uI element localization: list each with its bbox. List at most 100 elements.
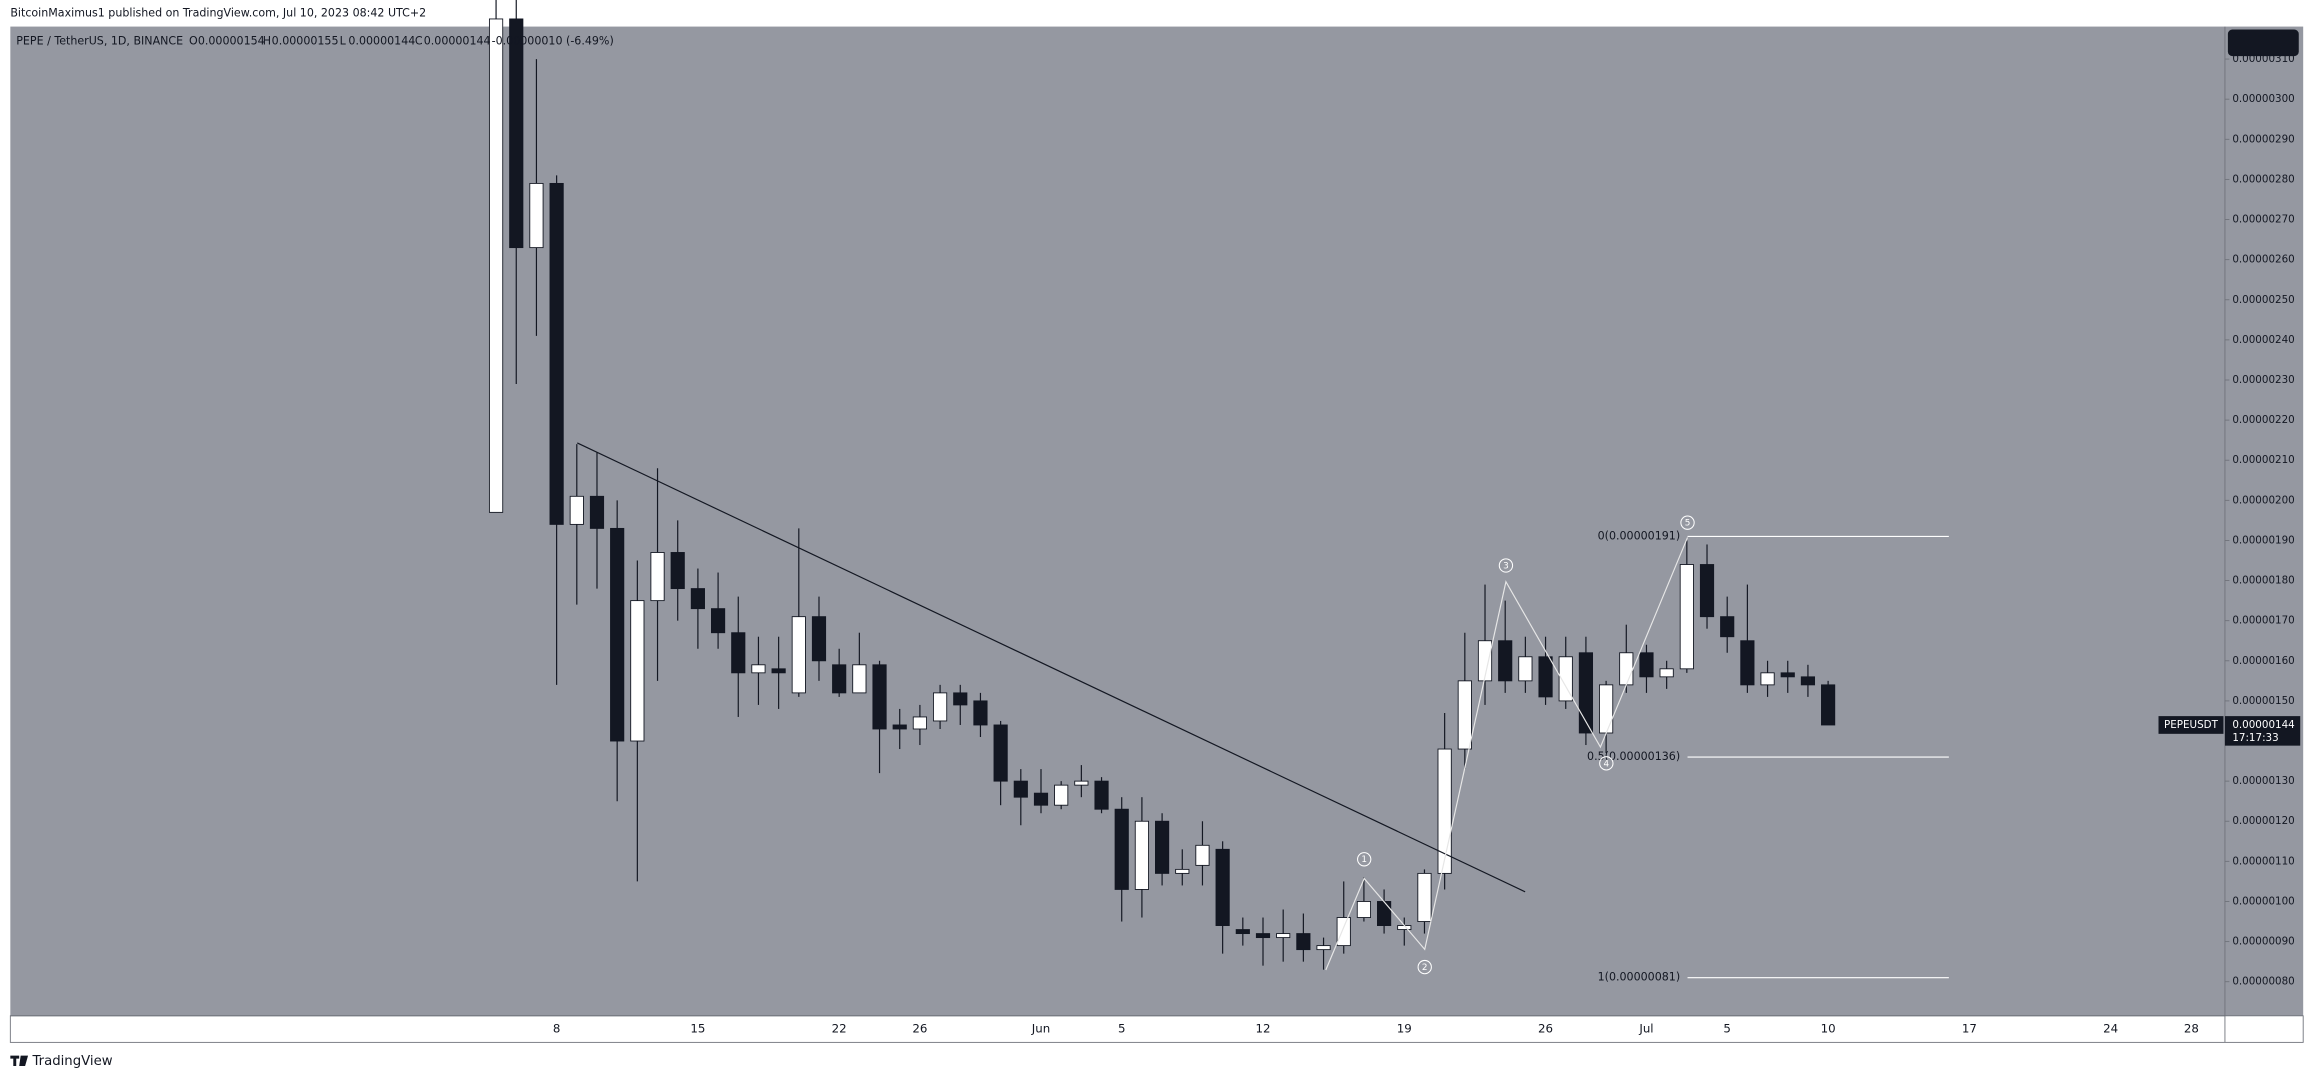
candle-body (529, 182, 544, 249)
candle-body (1094, 780, 1109, 810)
candle-body (1074, 780, 1089, 786)
wave-circle (1357, 852, 1372, 867)
candle-body (1518, 656, 1533, 682)
trend-line (577, 442, 1526, 893)
legend-key: L (340, 34, 347, 47)
candle-body (1276, 933, 1291, 939)
fib-label: 0.5(0.00000136) (1587, 750, 1680, 763)
countdown: 17:17:33 (2232, 732, 2278, 744)
candle-body (993, 724, 1008, 782)
y-tick-label: 0.00000210 (2232, 454, 2294, 466)
candle-body (1699, 564, 1715, 618)
candle-body (1316, 945, 1331, 951)
candle-body (1679, 564, 1694, 670)
y-tick-label: 0.00000260 (2232, 254, 2294, 266)
x-tick-label: 15 (690, 1022, 705, 1036)
y-tick-label: 0.00000280 (2232, 173, 2294, 185)
wave-path (1325, 537, 1689, 971)
x-tick-label: 26 (912, 1022, 927, 1036)
y-tick-label: 0.00000220 (2232, 414, 2294, 426)
candle-body (1821, 684, 1836, 726)
legend-key: H (263, 34, 271, 47)
candle-body (549, 182, 564, 525)
wave-label: 1 (1361, 855, 1367, 865)
candle-body (872, 664, 887, 730)
y-tick-label: 0.00000160 (2232, 655, 2294, 667)
y-tick-label: 0.00000200 (2232, 494, 2294, 506)
legend-value: 0.00000144 (424, 34, 491, 47)
x-tick-label: 5 (1723, 1022, 1731, 1036)
candle-body (1639, 652, 1654, 678)
candle-body (731, 632, 746, 674)
candle-body (1155, 820, 1170, 874)
candle-body (1558, 656, 1573, 702)
wave-label: 5 (1685, 519, 1691, 529)
wave-circle (1417, 959, 1432, 975)
x-tick-label: 19 (1397, 1022, 1412, 1036)
candle-body (1619, 652, 1634, 686)
candle-body (488, 18, 504, 513)
x-tick-label: 22 (832, 1022, 847, 1036)
y-tick-label: 0.00000080 (2232, 976, 2294, 988)
symbol-tag-bg (2158, 716, 2224, 734)
candle-body (751, 664, 766, 674)
y-tick-label: 0.00000170 (2232, 615, 2294, 627)
legend-title: PEPE / TetherUS, 1D, BINANCE (16, 34, 183, 47)
x-tick-label: 26 (1538, 1022, 1553, 1036)
y-tick-label: 0.00000100 (2232, 895, 2294, 907)
legend-change: -0.00000010 (-6.49%) (492, 34, 614, 47)
y-tick-label: 0.00000290 (2232, 133, 2294, 145)
wave-label: 2 (1422, 963, 1428, 973)
x-tick-label: 17 (1962, 1022, 1977, 1036)
candle-body (630, 600, 645, 742)
x-tick-label: 10 (1821, 1022, 1836, 1036)
candle-body (932, 692, 948, 722)
legend-key: O (189, 34, 198, 47)
candle-body (1800, 676, 1816, 686)
candle-body (1235, 929, 1250, 935)
candle-body (670, 552, 685, 590)
candle-body (610, 527, 625, 742)
candle-body (1477, 640, 1493, 682)
y-tick-label: 0.00000240 (2232, 334, 2294, 346)
candle-body (589, 495, 605, 529)
footer-brand: TradingView (31, 1054, 112, 1069)
publish-header: BitcoinMaximus1 published on TradingView… (10, 6, 426, 19)
x-tick-label: 12 (1255, 1022, 1270, 1036)
candle-body (1114, 808, 1129, 890)
candle-body (1377, 901, 1392, 926)
x-tick-label: 28 (2184, 1022, 2199, 1036)
y-tick-label: 0.00000130 (2232, 775, 2294, 787)
candle-body (1134, 820, 1149, 890)
candle-body (1780, 672, 1795, 678)
candle-body (710, 608, 726, 634)
candle-body (832, 664, 847, 694)
candle-body (1195, 844, 1210, 866)
wave-circle (1680, 515, 1695, 530)
candle-body (1336, 917, 1351, 947)
candle-body (650, 552, 665, 602)
candle-body (1740, 640, 1755, 686)
y-tick-label: 0.00000310 (2232, 53, 2294, 65)
legend-key: C (415, 34, 423, 47)
wave-circle (1599, 756, 1614, 771)
x-tick-label: 24 (2103, 1022, 2118, 1036)
fib-label: 1(0.00000081) (1598, 971, 1681, 984)
symbol-tag: PEPEUSDT (2164, 719, 2219, 731)
last-price-bg (2224, 716, 2301, 746)
x-tick-label: 5 (1118, 1022, 1126, 1036)
candle-body (1054, 784, 1069, 806)
price-badge (2227, 29, 2299, 57)
candle-body (852, 664, 867, 694)
candle-body (1417, 872, 1432, 922)
candle-body (973, 700, 988, 726)
candle-body (509, 18, 524, 249)
plot (488, 0, 1836, 970)
x-tick-label: Jun (1031, 1022, 1050, 1036)
legend-value: 0.00000154 (198, 34, 265, 47)
candle-body (1760, 672, 1775, 686)
candle-body (1033, 792, 1049, 806)
candle-body (892, 724, 907, 730)
